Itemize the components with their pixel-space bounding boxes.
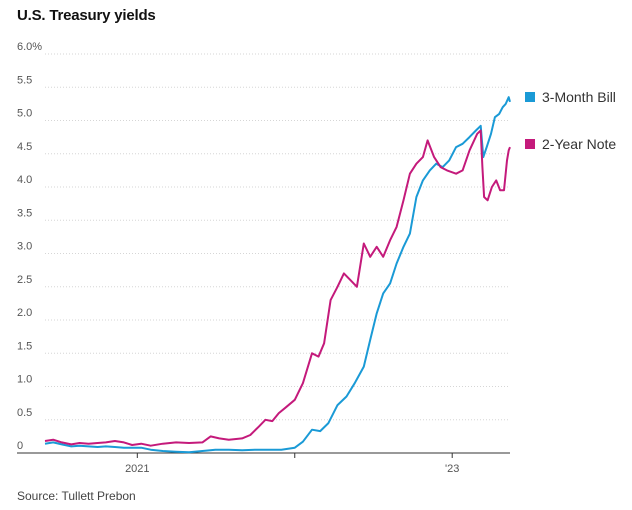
y-tick-label: 5.0: [17, 108, 32, 120]
legend-item-2-year-note: 2-Year Note: [525, 136, 616, 152]
y-tick-label: 6.0%: [17, 41, 42, 53]
legend-label-3-month-bill: 3-Month Bill: [542, 89, 616, 105]
y-tick-label: 0.5: [17, 407, 32, 419]
y-tick-label: 4.5: [17, 141, 32, 153]
series-line-2-year-note: [44, 129, 511, 447]
y-tick-label: 1.0: [17, 374, 32, 386]
chart-title: U.S. Treasury yields: [17, 7, 156, 24]
legend-item-3-month-bill: 3-Month Bill: [525, 89, 616, 105]
source-note: Source: Tullett Prebon: [17, 489, 136, 503]
y-tick-label: 1.5: [17, 340, 32, 352]
y-tick-label: 4.0: [17, 174, 32, 186]
series-line-3-month-bill: [44, 96, 511, 454]
y-tick-label: 2.0: [17, 307, 32, 319]
legend-swatch-2-year-note: [525, 139, 535, 149]
x-tick-label: '23: [445, 463, 459, 475]
y-tick-label: 3.0: [17, 241, 32, 253]
legend-swatch-3-month-bill: [525, 92, 535, 102]
y-tick-label: 2.5: [17, 274, 32, 286]
x-tick-label: 2021: [125, 463, 149, 475]
y-tick-label: 0: [17, 440, 23, 452]
legend-label-2-year-note: 2-Year Note: [542, 136, 617, 152]
y-tick-label: 5.5: [17, 74, 32, 86]
y-tick-label: 3.5: [17, 207, 32, 219]
